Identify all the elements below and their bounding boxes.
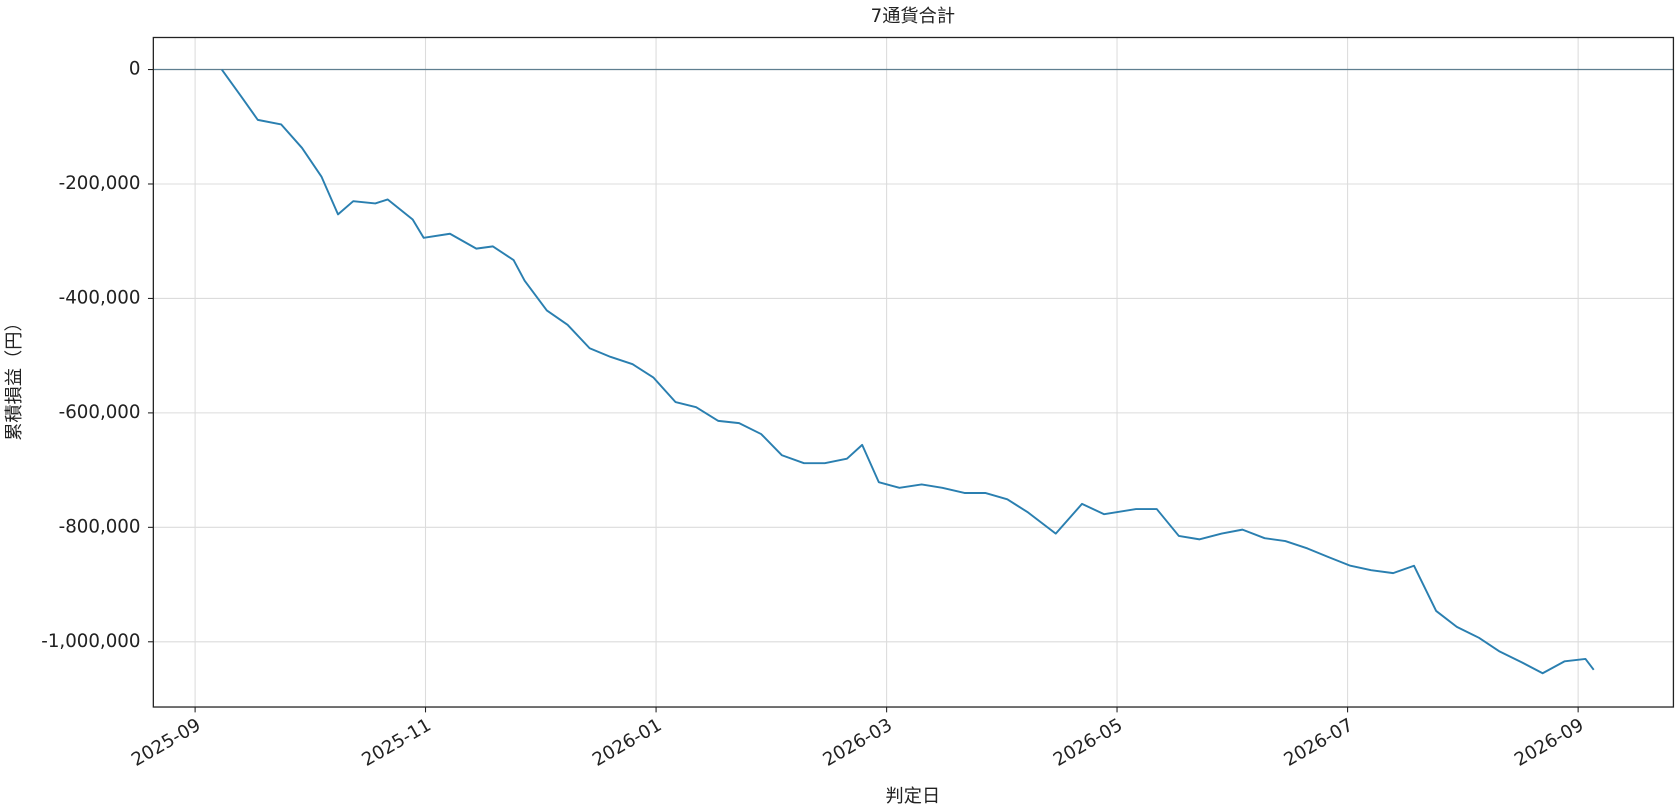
- x-axis-label: 判定日: [886, 786, 941, 807]
- y-tick-label: -600,000: [59, 402, 141, 423]
- y-tick-label: 0: [129, 59, 141, 80]
- y-tick-label: -800,000: [59, 516, 141, 537]
- y-tick-label: -400,000: [59, 287, 141, 308]
- y-axis-label: 累積損益（円）: [4, 313, 25, 440]
- axes-frame: [152, 36, 1675, 708]
- y-tick-label: -200,000: [59, 173, 141, 194]
- y-tick-label: -1,000,000: [41, 631, 140, 652]
- data-line: [221, 68, 1595, 675]
- chart-title: 7通貨合計: [871, 6, 955, 27]
